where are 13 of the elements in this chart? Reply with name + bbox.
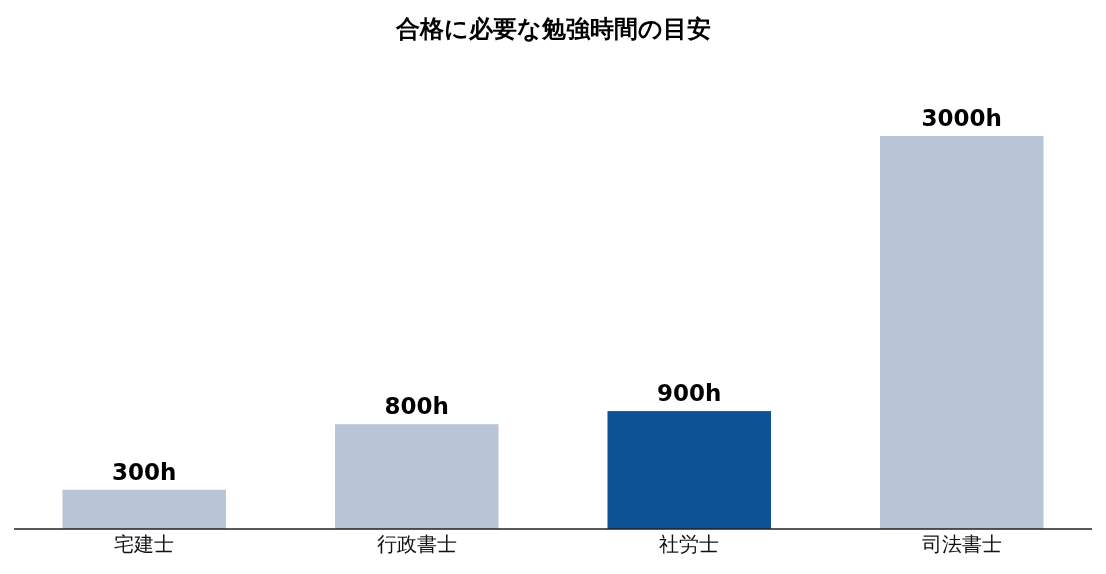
bar [62, 489, 226, 529]
x-tick-label: 司法書士 [921, 532, 1002, 557]
data-label: 900h [657, 380, 722, 407]
data-label: 300h [112, 458, 177, 485]
x-tick-label: 宅建士 [114, 532, 175, 557]
x-tick-label: 行政書士 [376, 532, 457, 557]
x-tick-label: 社労士 [659, 532, 720, 557]
bar [880, 136, 1044, 529]
data-label: 3000h [921, 105, 1002, 131]
bar [335, 424, 499, 529]
bar [607, 411, 771, 529]
data-label: 800h [384, 393, 449, 420]
chart-title: 合格に必要な勉強時間の目安 [394, 15, 711, 43]
